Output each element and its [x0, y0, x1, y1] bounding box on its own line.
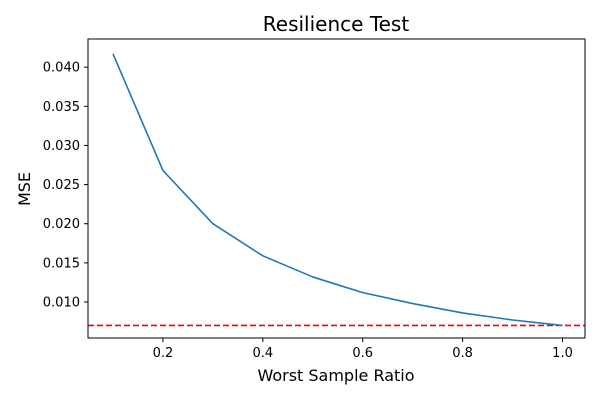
y-tick-label: 0.025 — [43, 178, 80, 193]
y-tick-label: 0.030 — [43, 139, 80, 154]
x-axis: 0.2 0.4 0.6 0.8 1.0 — [153, 338, 573, 361]
x-tick-label: 0.2 — [153, 346, 174, 361]
plot-frame — [87, 38, 586, 339]
y-tick-label: 0.010 — [43, 295, 80, 310]
y-tick-label: 0.015 — [43, 256, 80, 271]
y-axis: 0.010 0.015 0.020 0.025 0.030 0.035 0.040 — [43, 61, 88, 310]
x-tick-label: 0.8 — [452, 346, 473, 361]
y-tick-label: 0.035 — [43, 100, 80, 115]
y-tick-label: 0.020 — [43, 217, 80, 232]
y-tick-label: 0.040 — [43, 61, 80, 76]
series-line — [112, 53, 563, 327]
chart-title: Resilience Test — [263, 12, 410, 36]
series-layer — [88, 53, 585, 327]
x-tick-label: 0.4 — [252, 346, 273, 361]
x-tick-label: 1.0 — [552, 346, 573, 361]
x-tick-label: 0.6 — [352, 346, 373, 361]
x-axis-label: Worst Sample Ratio — [257, 366, 414, 385]
y-axis-label: MSE — [15, 172, 34, 206]
